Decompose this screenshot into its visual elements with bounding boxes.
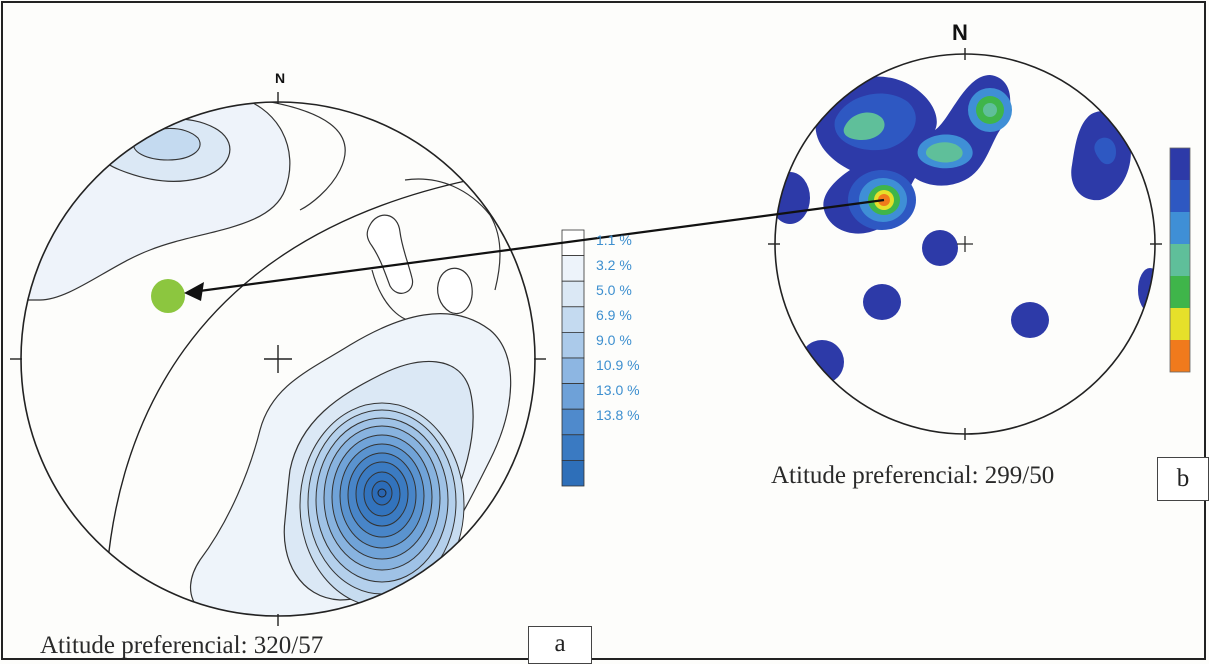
- connection-arrow: [184, 198, 885, 301]
- density-blob-b-west: [775, 172, 810, 224]
- north-label-b: N: [952, 20, 968, 45]
- density-blob-b-sw: [863, 284, 901, 320]
- legend-b-swatch: [1170, 212, 1190, 244]
- density-blob-b-ne-3: [983, 103, 997, 117]
- legend-b-swatch: [1170, 244, 1190, 276]
- caption-b: Atitude preferencial: 299/50: [771, 462, 1055, 489]
- density-blob-b-s: [1011, 302, 1049, 338]
- tick-marks-a: [10, 92, 546, 626]
- legend-b-swatch: [1170, 148, 1190, 180]
- preferred-attitude-point: [151, 279, 185, 313]
- legend-a-label: 9.0 %: [596, 332, 632, 348]
- stereonet-a: [10, 92, 546, 626]
- contour-nw-6: [133, 127, 201, 161]
- density-blob-b-east-inner: [1094, 137, 1116, 165]
- legend-b-swatch: [1170, 308, 1190, 340]
- density-blob-b-center: [922, 230, 958, 266]
- legend-a-label: 1.1 %: [596, 232, 632, 248]
- contour-small-1: [366, 214, 414, 294]
- legend-a-label: 6.9 %: [596, 307, 632, 323]
- legend-a-swatch: [561, 383, 585, 410]
- legend-b-frame: [1169, 147, 1191, 373]
- tick-marks-b: [768, 48, 1162, 440]
- stereonet-b: [768, 48, 1162, 440]
- legend-a-label: 13.8 %: [596, 407, 640, 423]
- legend-a-swatch: [561, 357, 585, 385]
- panel-label-b: b: [1157, 457, 1209, 501]
- contour-sw: [39, 557, 131, 611]
- legend-a-label: 10.9 %: [596, 357, 640, 373]
- legend-a-label: 3.2 %: [596, 257, 632, 273]
- density-blob-b-l3b: [925, 142, 963, 163]
- contour-se-core: [299, 402, 465, 608]
- legend-a-label: 5.0 %: [596, 282, 632, 298]
- panel-label-a: a: [528, 626, 592, 664]
- density-blob-b-sw2: [800, 340, 844, 384]
- north-label-a: N: [275, 70, 286, 86]
- legend-a-label: 13.0 %: [596, 382, 640, 398]
- legend-b-swatch: [1170, 276, 1190, 308]
- density-blob-b-l3a: [843, 112, 885, 140]
- legend-a-swatch: [561, 255, 585, 282]
- legend-b-swatch: [1170, 340, 1190, 372]
- center-cross-a: [264, 345, 292, 373]
- legend-b-scale: [1169, 147, 1191, 373]
- contour-small-2: [437, 267, 473, 315]
- arrowhead: [184, 282, 204, 301]
- center-cross-b: [957, 236, 973, 252]
- legend-a-swatch: [561, 434, 585, 461]
- legend-a-scale: [561, 229, 585, 487]
- legend-a-swatch: [561, 331, 585, 359]
- contour-nw-3: [21, 102, 291, 301]
- contour-n: [259, 102, 346, 211]
- legend-a-swatch: [561, 459, 585, 487]
- legend-a-swatch: [561, 280, 585, 308]
- caption-a: Atitude preferencial: 320/57: [40, 632, 324, 659]
- legend-a-swatch: [561, 306, 585, 333]
- legend-b-swatch: [1170, 180, 1190, 212]
- legend-a-swatch: [561, 408, 585, 436]
